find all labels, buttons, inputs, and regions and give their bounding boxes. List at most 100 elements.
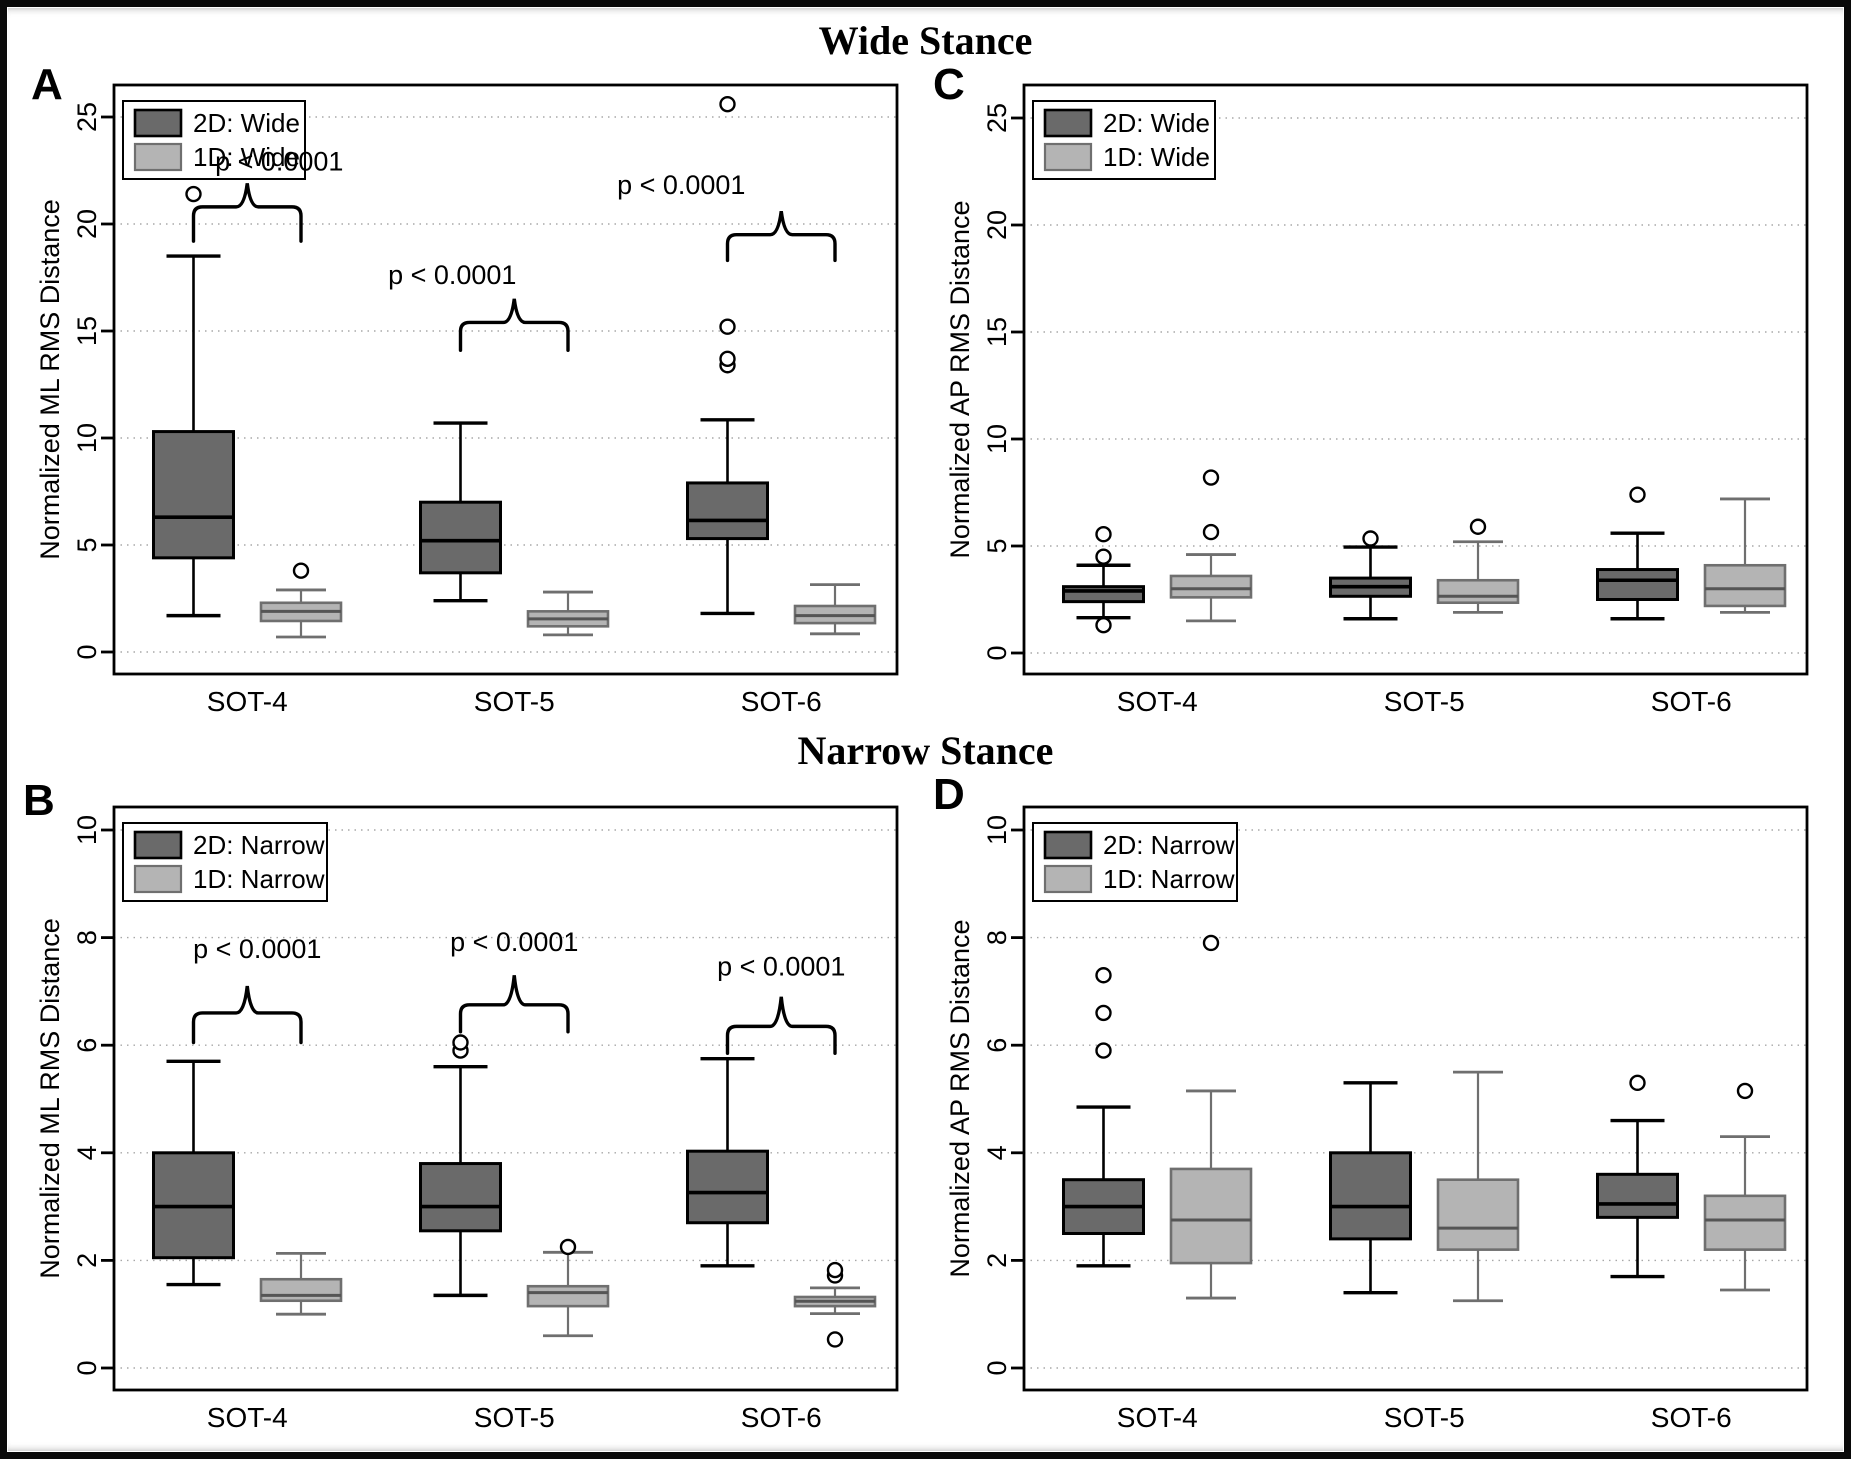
significance-brace xyxy=(191,985,303,1045)
legend-swatch-1d xyxy=(133,142,183,172)
box-D-2D-SOT-5 xyxy=(1329,1081,1412,1295)
y-tick-label: 15 xyxy=(982,317,1012,347)
y-tick-label: 5 xyxy=(982,538,1012,553)
significance-label: p < 0.0001 xyxy=(450,927,578,957)
outlier-point xyxy=(719,318,736,335)
box-A-2D-SOT-6 xyxy=(686,95,769,616)
box-rect xyxy=(526,1284,610,1308)
legend: 2D: Narrow 1D: Narrow xyxy=(1032,822,1238,902)
legend-label-2d: 2D: Narrow xyxy=(193,830,325,860)
box-D-1D-SOT-6 xyxy=(1703,1082,1787,1292)
legend-label-2d: 2D: Wide xyxy=(1103,108,1210,138)
outlier-point xyxy=(292,562,310,579)
y-tick-label: 10 xyxy=(72,815,102,845)
legend-swatch-1d xyxy=(1043,142,1093,172)
box-C-1D-SOT-6 xyxy=(1703,497,1787,614)
y-tick-label: 0 xyxy=(982,645,1012,660)
x-category-label: SOT-5 xyxy=(1384,1402,1465,1433)
figure-title-wide-stance: Wide Stance xyxy=(818,18,1033,63)
y-tick-label: 2 xyxy=(982,1253,1012,1268)
panel-A: 0 5 10 15 20 25 Normalized ML RMS Distance SOT-… xyxy=(35,83,899,717)
box-A-1D-SOT-4 xyxy=(259,562,343,639)
y-tick-label: 6 xyxy=(982,1038,1012,1053)
y-tick-label: 15 xyxy=(72,316,102,346)
significance-brace xyxy=(458,975,570,1034)
box-B-1D-SOT-6 xyxy=(793,1261,877,1348)
legend: 2D: Wide 1D: Wide xyxy=(122,100,306,180)
y-tick-label: 25 xyxy=(72,102,102,132)
x-category-label: SOT-6 xyxy=(741,1402,822,1433)
significance-label: p < 0.0001 xyxy=(193,934,321,964)
y-tick-label: 20 xyxy=(72,209,102,239)
box-D-2D-SOT-6 xyxy=(1596,1074,1679,1279)
y-tick-label: 10 xyxy=(72,423,102,453)
box-rect xyxy=(1596,1172,1679,1219)
legend-swatch-2d xyxy=(133,830,183,860)
x-category-label: SOT-4 xyxy=(207,686,288,717)
figure-title-narrow-stance: Narrow Stance xyxy=(797,728,1054,773)
box-rect xyxy=(1169,574,1253,599)
box-rect xyxy=(419,500,502,575)
x-category-label: SOT-6 xyxy=(741,686,822,717)
box-A-2D-SOT-5 xyxy=(419,421,502,603)
legend-label-1d: 1D: Wide xyxy=(193,142,300,172)
legend-swatch-1d xyxy=(133,864,183,894)
outlier-point xyxy=(1362,530,1379,547)
box-rect xyxy=(1703,1194,1787,1251)
box-A-1D-SOT-6 xyxy=(793,583,877,636)
legend-label-2d: 2D: Wide xyxy=(193,108,300,138)
legend-swatch-2d xyxy=(133,108,183,138)
x-category-label: SOT-4 xyxy=(1117,686,1198,717)
y-tick-label: 20 xyxy=(982,210,1012,240)
box-D-1D-SOT-4 xyxy=(1169,934,1253,1300)
outlier-point xyxy=(719,350,736,368)
y-axis-title: Normalized ML RMS Distance xyxy=(35,918,65,1279)
panel-letter-a: A xyxy=(31,60,63,109)
outlier-point xyxy=(1629,486,1646,503)
y-axis-title: Normalized AP RMS Distance xyxy=(945,200,975,558)
x-category-label: SOT-6 xyxy=(1651,1402,1732,1433)
box-D-2D-SOT-4 xyxy=(1062,967,1145,1268)
axis-frame xyxy=(112,83,899,676)
box-rect xyxy=(686,1149,769,1225)
significance-label: p < 0.0001 xyxy=(215,147,343,177)
box-rect xyxy=(152,430,235,560)
legend-label-2d: 2D: Narrow xyxy=(1103,830,1235,860)
x-category-label: SOT-4 xyxy=(1117,1402,1198,1433)
axis-frame xyxy=(112,805,899,1392)
box-rect xyxy=(419,1162,502,1233)
panel-letter-c: C xyxy=(933,60,965,109)
outlier-point xyxy=(559,1238,577,1256)
box-A-2D-SOT-4 xyxy=(152,185,235,618)
outlier-point xyxy=(1095,616,1112,634)
box-B-2D-SOT-4 xyxy=(152,1059,235,1287)
outlier-point xyxy=(1469,518,1487,535)
box-rect xyxy=(686,481,769,541)
significance-brace xyxy=(725,210,837,263)
y-tick-label: 5 xyxy=(72,537,102,552)
outlier-point xyxy=(1202,934,1220,952)
x-category-label: SOT-6 xyxy=(1651,686,1732,717)
significance-label: p < 0.0001 xyxy=(388,260,516,290)
y-tick-label: 10 xyxy=(982,424,1012,454)
box-C-2D-SOT-4 xyxy=(1062,526,1145,634)
y-tick-label: 8 xyxy=(72,930,102,945)
outlier-point xyxy=(1736,1082,1754,1100)
legend-label-1d: 1D: Wide xyxy=(1103,142,1210,172)
box-rect xyxy=(1703,563,1787,608)
y-tick-label: 0 xyxy=(72,1360,102,1375)
x-category-label: SOT-4 xyxy=(207,1402,288,1433)
panel-B: 0 2 4 6 8 10 Normalized ML RMS Distance SOT-4 SO… xyxy=(35,805,899,1433)
panel-D: 0 2 4 6 8 10 Normalized AP RMS Distance SOT-4 SO… xyxy=(945,805,1809,1433)
y-tick-label: 0 xyxy=(982,1360,1012,1375)
outlier-point xyxy=(719,95,736,113)
box-rect xyxy=(1169,1167,1253,1265)
outlier-point xyxy=(452,1034,469,1051)
y-tick-label: 8 xyxy=(982,930,1012,945)
outlier-point xyxy=(1202,469,1220,486)
box-D-1D-SOT-5 xyxy=(1436,1070,1520,1303)
box-C-2D-SOT-5 xyxy=(1329,530,1412,621)
box-rect xyxy=(1329,1151,1412,1241)
significance-brace xyxy=(458,298,570,352)
